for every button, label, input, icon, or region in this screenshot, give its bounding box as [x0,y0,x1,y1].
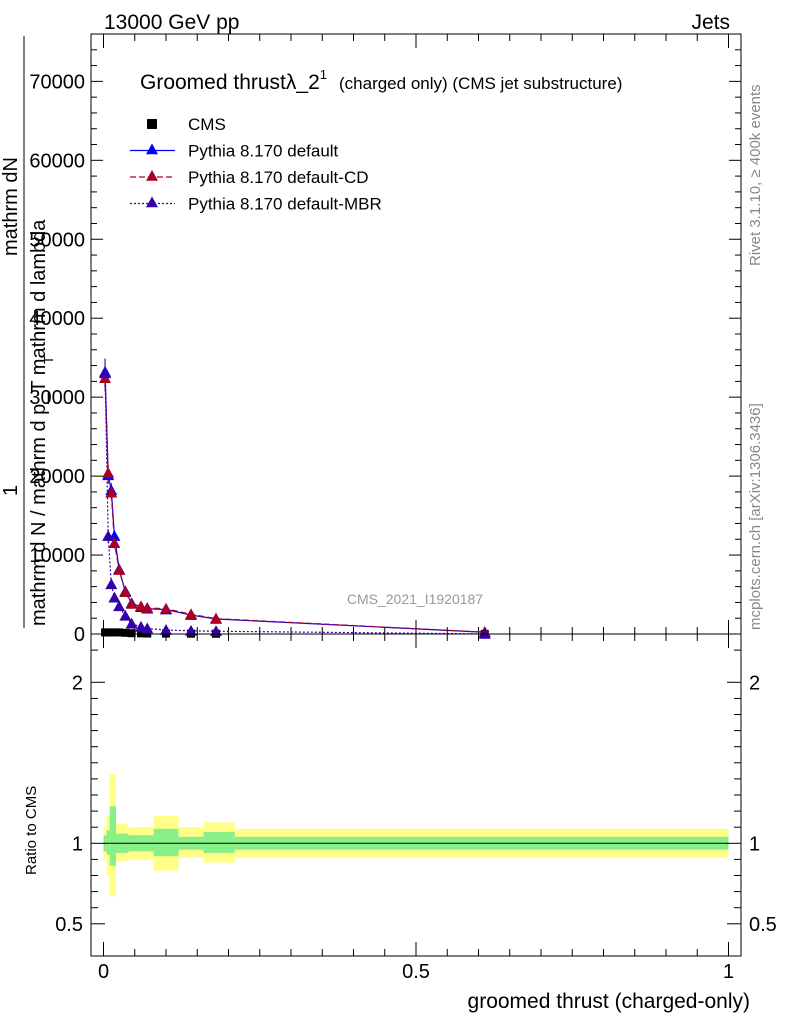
ratio-y-tick-label-right: 2 [749,672,760,694]
main-y-tick-label: 10000 [29,545,85,567]
x-tick-label: 0.5 [402,961,430,983]
ratio-plot-frame [90,633,742,957]
header-energy-label: 13000 GeV pp [104,11,239,34]
watermark-label: CMS_2021_I1920187 [347,591,483,607]
main-y-tick-label: 60000 [29,150,85,172]
x-tick-label: 1 [723,961,734,983]
legend-label: Pythia 8.170 default [188,142,339,161]
x-tick-label: 0 [98,961,109,983]
main-y-tick-label: 50000 [29,229,85,251]
legend-label: CMS [188,115,226,134]
data-point-marker [125,617,138,629]
ratio-y-axis: 0.5 0.5 1 1 2 2 [55,649,777,936]
ratio-x-axis: 0 0.5 1 [98,634,734,983]
ratio-y-tick-label-right: 0.5 [749,914,777,936]
data-point-marker [105,578,118,590]
ratio-y-tick-label: 2 [72,672,83,694]
legend-label: Pythia 8.170 default-MBR [188,195,382,214]
ratio-band-inner [203,832,235,853]
plot-title: Groomed thrustλ_21 (charged only) (CMS je… [140,67,622,94]
ratio-y-tick-label: 0.5 [55,914,83,936]
plot-title-suffix: (charged only) (CMS jet substructure) [339,74,622,93]
main-y-tick-label: 30000 [29,387,85,409]
data-point-marker [113,600,126,612]
data-point-marker [108,591,121,603]
x-axis-title: groomed thrust (charged-only) [468,990,750,1013]
data-point-marker [210,625,222,637]
cms-data-point [127,629,136,638]
cms-data-point [137,629,145,638]
header-jets-label: Jets [691,11,730,34]
data-point-marker [102,530,115,541]
plot-title-symbol: λ_2 [286,71,320,94]
cms-data-point [110,628,119,637]
y-axis-title-line1: mathrm d N / mathrm d p_T mathrm d lambd… [28,219,50,626]
data-point-marker [185,624,197,636]
ratio-uncertainty-bands [103,774,729,897]
main-y-tick-label: 70000 [29,71,85,93]
data-point-marker [108,537,121,549]
data-point-marker [210,612,222,624]
ratio-panel: 0.5 0.51 12 2 0 0.5 1 Ratio to CMS groomed th… [23,633,777,1013]
main-y-tick-label: 20000 [29,466,85,488]
data-point-marker [478,627,491,639]
y-axis-title-line3: mathrm dN [0,157,22,256]
legend-swatch-marker [146,143,158,155]
plot-title-sup: 1 [320,67,327,82]
main-x-axis [103,34,729,634]
data-point-marker [141,601,154,613]
main-y-tick-label: 0 [74,624,85,646]
data-point-marker [102,466,115,478]
legend-label: Pythia 8.170 default-CD [188,168,369,187]
cms-data-point [121,628,130,637]
legend: CMS Pythia 8.170 default Pythia 8.170 defa… [130,115,382,214]
legend-swatch-marker [146,170,158,181]
main-y-axis: 0 10000 20000 30000 40000 50000 60000 70000 [29,33,741,646]
data-point-marker [119,609,132,621]
y-axis-title-subscript: T [41,356,56,364]
data-point-marker [125,598,138,609]
ratio-band-inner [106,830,110,855]
data-point-marker [119,586,132,597]
legend-swatch-cms [147,119,157,129]
data-point-marker [113,564,126,575]
cms-data-point [115,628,124,637]
legend-swatch-marker [146,196,158,208]
rivet-version-label: Rivet 3.1.10, ≥ 400k events [747,84,764,266]
ratio-band-inner [153,828,179,857]
y-axis-title: mathrm d N / mathrm d p_T mathrm d lambd… [0,36,56,628]
main-panel: 0 10000 20000 30000 40000 50000 60000 70000 CMS… [0,33,742,646]
data-point-marker [141,622,154,634]
data-point-marker [105,486,118,498]
data-point-marker [160,602,172,614]
mcplots-label: mcplots.cern.ch [arXiv:1306.3436] [747,403,764,630]
ratio-band-inner [109,806,116,866]
ratio-y-axis-title: Ratio to CMS [23,786,40,875]
data-point-marker [160,624,172,635]
data-point-marker [185,608,197,620]
ratio-y-tick-label: 1 [72,833,83,855]
data-point-marker [99,367,112,379]
plot-title-main: Groomed thrust [140,71,286,94]
ratio-y-tick-label-right: 1 [749,833,760,855]
y-axis-title-line2: 1 [0,485,22,496]
main-y-tick-label: 40000 [29,308,85,330]
